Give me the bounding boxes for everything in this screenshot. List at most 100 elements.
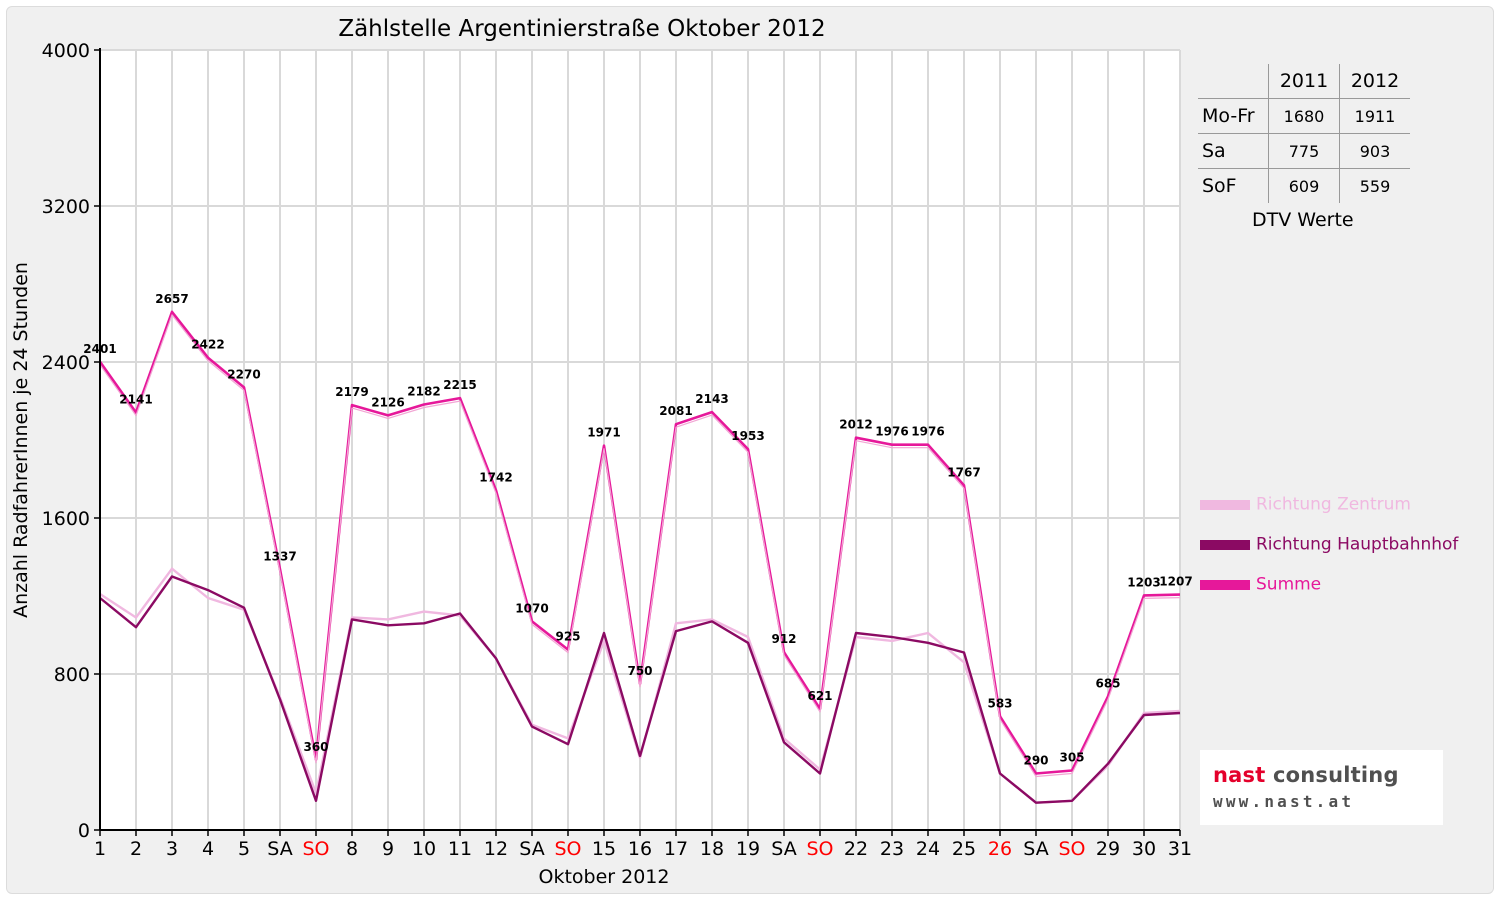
- x-tick-label: 17: [664, 838, 688, 860]
- legend-label: Richtung Zentrum: [1256, 494, 1411, 515]
- x-tick-label: 30: [1132, 838, 1156, 860]
- data-label: 583: [987, 696, 1012, 710]
- logo-word-nast: nast: [1213, 763, 1266, 787]
- logo-url: www.nast.at: [1213, 792, 1355, 811]
- x-axis-title: Oktober 2012: [539, 866, 670, 888]
- x-tick-label: 18: [700, 838, 724, 860]
- data-label: 1337: [263, 549, 296, 563]
- dtv-header-2012: 2012: [1339, 64, 1410, 99]
- legend-item-summe: Summe: [1200, 574, 1321, 595]
- x-tick-label: SA: [1023, 838, 1048, 860]
- series-lines: [98, 310, 1181, 804]
- x-tick-label: 3: [166, 838, 178, 860]
- dtv-row-mofr: Mo-Fr 1680 1911: [1198, 98, 1410, 134]
- x-tick-label: 22: [844, 838, 868, 860]
- data-label: 2143: [695, 392, 728, 406]
- data-label: 2215: [443, 378, 476, 392]
- data-label: 1953: [731, 429, 764, 443]
- legend-item-hauptbahnhof: Richtung Hauptbahnhof: [1200, 534, 1459, 555]
- dtv-row-sa: Sa 775 903: [1198, 133, 1410, 169]
- x-tick-label: SO: [1058, 838, 1085, 860]
- y-tick-label: 1600: [42, 508, 90, 530]
- dtv-row-label: SoF: [1198, 168, 1269, 203]
- x-tick-label: SO: [806, 838, 833, 860]
- x-tick-label: SO: [302, 838, 329, 860]
- x-tick-label: SA: [771, 838, 796, 860]
- data-label: 2657: [155, 292, 188, 306]
- x-tick-label: 12: [484, 838, 508, 860]
- data-label: 1976: [911, 425, 944, 439]
- y-axis-title: Anzahl RadfahrerInnen je 24 Stunden: [10, 262, 32, 618]
- logo-text: nast consulting: [1213, 763, 1399, 787]
- data-label: 1742: [479, 470, 512, 484]
- data-label: 621: [807, 689, 832, 703]
- dtv-cell-2012: 1911: [1339, 98, 1410, 134]
- x-tick-label: 5: [238, 838, 250, 860]
- x-tick-label: 2: [130, 838, 142, 860]
- dtv-cell-2012: 559: [1359, 176, 1391, 196]
- dtv-header-2011: 2011: [1268, 64, 1340, 99]
- x-tick-label: 1: [94, 838, 106, 860]
- legend-swatch: [1200, 579, 1250, 590]
- y-tick-label: 800: [54, 664, 90, 686]
- data-label: 685: [1095, 676, 1120, 690]
- dtv-header-row: 2011 2012: [1198, 64, 1410, 99]
- legend-item-zentrum: Richtung Zentrum: [1200, 494, 1411, 515]
- dtv-cell-2012: 903: [1339, 133, 1410, 169]
- legend-label: Richtung Hauptbahnhof: [1256, 534, 1459, 555]
- x-tick-label: 31: [1168, 838, 1192, 860]
- x-tick-label: 8: [346, 838, 358, 860]
- data-label: 1767: [947, 465, 980, 479]
- data-label: 925: [555, 630, 580, 644]
- data-label: 2081: [659, 404, 692, 418]
- data-label: 2141: [119, 393, 152, 407]
- dtv-caption: DTV Werte: [1252, 209, 1354, 231]
- nast-consulting-logo: nast consulting www.nast.at: [1200, 750, 1443, 825]
- data-label: 1971: [587, 426, 620, 440]
- dtv-cell-2011: 1680: [1268, 98, 1340, 134]
- x-tick-label: 25: [952, 838, 976, 860]
- x-tick-label: 11: [448, 838, 472, 860]
- dtv-cell-2011: 775: [1268, 133, 1340, 169]
- x-tick-label: 10: [412, 838, 436, 860]
- data-label: 2179: [335, 385, 368, 399]
- x-tick-label: 26: [988, 838, 1012, 860]
- x-tick-label: 19: [736, 838, 760, 860]
- data-label: 2401: [83, 342, 116, 356]
- x-tick-label: SA: [267, 838, 292, 860]
- data-label: 1207: [1159, 575, 1192, 589]
- data-label: 2126: [371, 395, 404, 409]
- legend-swatch: [1200, 539, 1250, 550]
- data-label: 2270: [227, 367, 260, 381]
- series-line-hauptbahnhof: [99, 575, 1181, 804]
- data-label: 360: [303, 740, 328, 754]
- data-label: 305: [1059, 751, 1084, 765]
- chart-title: Zählstelle Argentinierstraße Oktober 201…: [338, 16, 825, 42]
- dtv-cell-2011: 609: [1268, 168, 1340, 203]
- data-label: 1203: [1127, 575, 1160, 589]
- dtv-corner-cell: [1198, 64, 1269, 99]
- dtv-row-label: Sa: [1198, 133, 1269, 169]
- dtv-row-sof: SoF 609 559: [1198, 168, 1410, 203]
- x-tick-label: SO: [554, 838, 581, 860]
- dtv-row-label: Mo-Fr: [1198, 98, 1269, 134]
- y-tick-label: 3200: [42, 196, 90, 218]
- data-label: 290: [1023, 753, 1048, 767]
- data-label: 2422: [191, 338, 224, 352]
- dtv-table: 2011 2012 Mo-Fr 1680 1911 Sa 775 903 SoF…: [1198, 64, 1410, 203]
- data-label: 2012: [839, 418, 872, 432]
- x-tick-label: 15: [592, 838, 616, 860]
- x-tick-label: 23: [880, 838, 904, 860]
- x-tick-label: SA: [519, 838, 544, 860]
- data-label: 750: [627, 664, 652, 678]
- y-tick-label: 2400: [42, 352, 90, 374]
- series-line-summe-shadow: [99, 314, 1181, 778]
- y-tick-label: 4000: [42, 40, 90, 62]
- x-tick-label: 24: [916, 838, 940, 860]
- data-label: 1976: [875, 425, 908, 439]
- y-tick-label: 0: [78, 820, 90, 842]
- x-tick-label: 4: [202, 838, 214, 860]
- x-tick-label: 29: [1096, 838, 1120, 860]
